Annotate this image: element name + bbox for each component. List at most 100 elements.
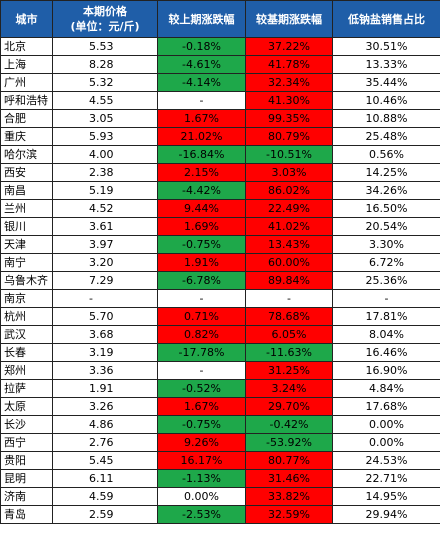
yoy-change-cell: 3.03% [245, 163, 333, 182]
price-cell: 4.59 [52, 487, 158, 506]
yoy-change-cell: 31.46% [245, 469, 333, 488]
yoy-change-cell: 29.70% [245, 397, 333, 416]
share-cell: 0.00% [332, 415, 440, 434]
table-row: 长沙 4.86 -0.75% -0.42% 0.00% [0, 415, 440, 434]
city-cell: 武汉 [0, 325, 53, 344]
share-cell: 34.26% [332, 181, 440, 200]
table-row: 拉萨 1.91 -0.52% 3.24% 4.84% [0, 379, 440, 398]
header-yoy: 较基期涨跌幅 [245, 0, 333, 38]
table-row: 西宁 2.76 9.26% -53.92% 0.00% [0, 433, 440, 452]
yoy-change-cell: 6.05% [245, 325, 333, 344]
share-cell: 8.04% [332, 325, 440, 344]
table-row: 乌鲁木齐 7.29 -6.78% 89.84% 25.36% [0, 271, 440, 290]
price-cell: 6.11 [52, 469, 158, 488]
yoy-change-cell: 37.22% [245, 37, 333, 56]
mom-change-cell: -4.42% [157, 181, 246, 200]
share-cell: 4.84% [332, 379, 440, 398]
city-cell: 合肥 [0, 109, 53, 128]
price-cell: 4.52 [52, 199, 158, 218]
table-row: 青岛 2.59 -2.53% 32.59% 29.94% [0, 505, 440, 524]
header-row: 城市 本期价格 (单位：元/斤) 较上期涨跌幅 较基期涨跌幅 低钠盐销售占比 [0, 0, 440, 38]
share-cell: 17.68% [332, 397, 440, 416]
share-cell: 29.94% [332, 505, 440, 524]
table-row: 天津 3.97 -0.75% 13.43% 3.30% [0, 235, 440, 254]
price-cell: 3.19 [52, 343, 158, 362]
yoy-change-cell: - [245, 289, 333, 308]
yoy-change-cell: 22.49% [245, 199, 333, 218]
city-cell: 北京 [0, 37, 53, 56]
price-cell: 3.26 [52, 397, 158, 416]
header-price-line2: (单位：元/斤) [70, 20, 140, 33]
city-cell: 乌鲁木齐 [0, 271, 53, 290]
city-cell: 长春 [0, 343, 53, 362]
price-cell: - [52, 289, 158, 308]
share-cell: - [332, 289, 440, 308]
mom-change-cell: -6.78% [157, 271, 246, 290]
city-cell: 哈尔滨 [0, 145, 53, 164]
table-row: 重庆 5.93 21.02% 80.79% 25.48% [0, 127, 440, 146]
table-row: 哈尔滨 4.00 -16.84% -10.51% 0.56% [0, 145, 440, 164]
city-cell: 呼和浩特 [0, 91, 53, 110]
mom-change-cell: 0.00% [157, 487, 246, 506]
mom-change-cell: -0.75% [157, 415, 246, 434]
city-cell: 杭州 [0, 307, 53, 326]
yoy-change-cell: 60.00% [245, 253, 333, 272]
table-row: 南昌 5.19 -4.42% 86.02% 34.26% [0, 181, 440, 200]
city-cell: 拉萨 [0, 379, 53, 398]
share-cell: 22.71% [332, 469, 440, 488]
price-cell: 3.68 [52, 325, 158, 344]
mom-change-cell: 1.69% [157, 217, 246, 236]
yoy-change-cell: 3.24% [245, 379, 333, 398]
mom-change-cell: - [157, 361, 246, 380]
yoy-change-cell: 86.02% [245, 181, 333, 200]
table-body: 北京 5.53 -0.18% 37.22% 30.51% 上海 8.28 -4.61% 41.7… [0, 37, 440, 524]
price-cell: 5.70 [52, 307, 158, 326]
share-cell: 6.72% [332, 253, 440, 272]
price-cell: 2.38 [52, 163, 158, 182]
table-row: 济南 4.59 0.00% 33.82% 14.95% [0, 487, 440, 506]
mom-change-cell: 1.67% [157, 397, 246, 416]
yoy-change-cell: 78.68% [245, 307, 333, 326]
table-row: 上海 8.28 -4.61% 41.78% 13.33% [0, 55, 440, 74]
yoy-change-cell: -10.51% [245, 145, 333, 164]
share-cell: 3.30% [332, 235, 440, 254]
city-cell: 南昌 [0, 181, 53, 200]
share-cell: 17.81% [332, 307, 440, 326]
city-cell: 青岛 [0, 505, 53, 524]
price-cell: 8.28 [52, 55, 158, 74]
city-cell: 南京 [0, 289, 53, 308]
mom-change-cell: -2.53% [157, 505, 246, 524]
mom-change-cell: - [157, 289, 246, 308]
table-row: 杭州 5.70 0.71% 78.68% 17.81% [0, 307, 440, 326]
city-cell: 昆明 [0, 469, 53, 488]
mom-change-cell: 16.17% [157, 451, 246, 470]
share-cell: 16.50% [332, 199, 440, 218]
mom-change-cell: 9.44% [157, 199, 246, 218]
mom-change-cell: 1.67% [157, 109, 246, 128]
table-row: 昆明 6.11 -1.13% 31.46% 22.71% [0, 469, 440, 488]
share-cell: 16.46% [332, 343, 440, 362]
mom-change-cell: 0.71% [157, 307, 246, 326]
price-cell: 1.91 [52, 379, 158, 398]
city-cell: 西宁 [0, 433, 53, 452]
table-header: 城市 本期价格 (单位：元/斤) 较上期涨跌幅 较基期涨跌幅 低钠盐销售占比 [0, 0, 440, 38]
mom-change-cell: 0.82% [157, 325, 246, 344]
table-row: 太原 3.26 1.67% 29.70% 17.68% [0, 397, 440, 416]
yoy-change-cell: 41.78% [245, 55, 333, 74]
price-cell: 3.20 [52, 253, 158, 272]
share-cell: 13.33% [332, 55, 440, 74]
table-row: 长春 3.19 -17.78% -11.63% 16.46% [0, 343, 440, 362]
yoy-change-cell: 89.84% [245, 271, 333, 290]
price-cell: 5.93 [52, 127, 158, 146]
city-cell: 贵阳 [0, 451, 53, 470]
yoy-change-cell: -0.42% [245, 415, 333, 434]
yoy-change-cell: 33.82% [245, 487, 333, 506]
share-cell: 24.53% [332, 451, 440, 470]
table-row: 银川 3.61 1.69% 41.02% 20.54% [0, 217, 440, 236]
price-cell: 2.76 [52, 433, 158, 452]
share-cell: 20.54% [332, 217, 440, 236]
share-cell: 0.56% [332, 145, 440, 164]
share-cell: 25.36% [332, 271, 440, 290]
yoy-change-cell: -53.92% [245, 433, 333, 452]
mom-change-cell: 21.02% [157, 127, 246, 146]
